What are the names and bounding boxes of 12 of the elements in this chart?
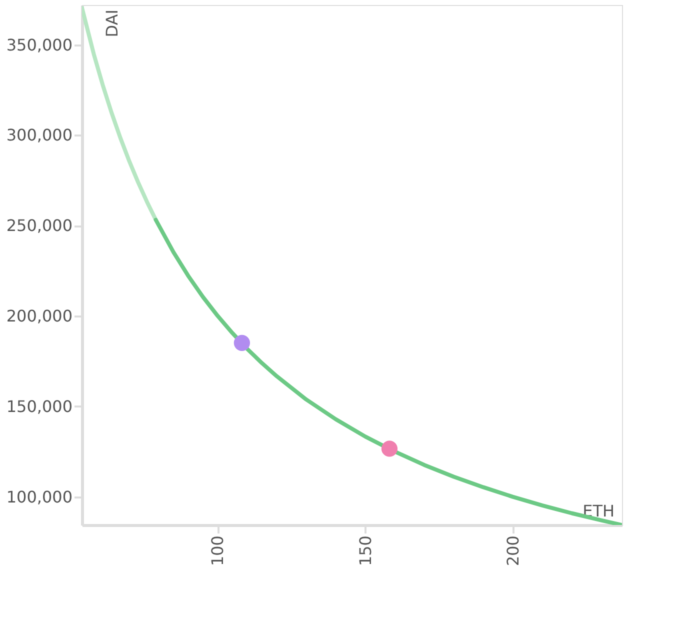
x-tick-label: 150 [356,536,375,566]
line-series [154,218,622,525]
y-axis-title: DAI [102,10,122,38]
x-tick-label: 200 [503,536,522,566]
y-tick-label: 300,000 [6,126,72,145]
y-tick-label: 150,000 [6,396,72,416]
x-tick-label: 100 [208,536,228,566]
y-tick-label: 350,000 [6,35,72,54]
y-tick-label: 200,000 [6,306,72,326]
y-tick-label: 250,000 [6,216,72,236]
line-series [82,6,158,222]
y-tick-label: 100,000 [6,487,72,506]
